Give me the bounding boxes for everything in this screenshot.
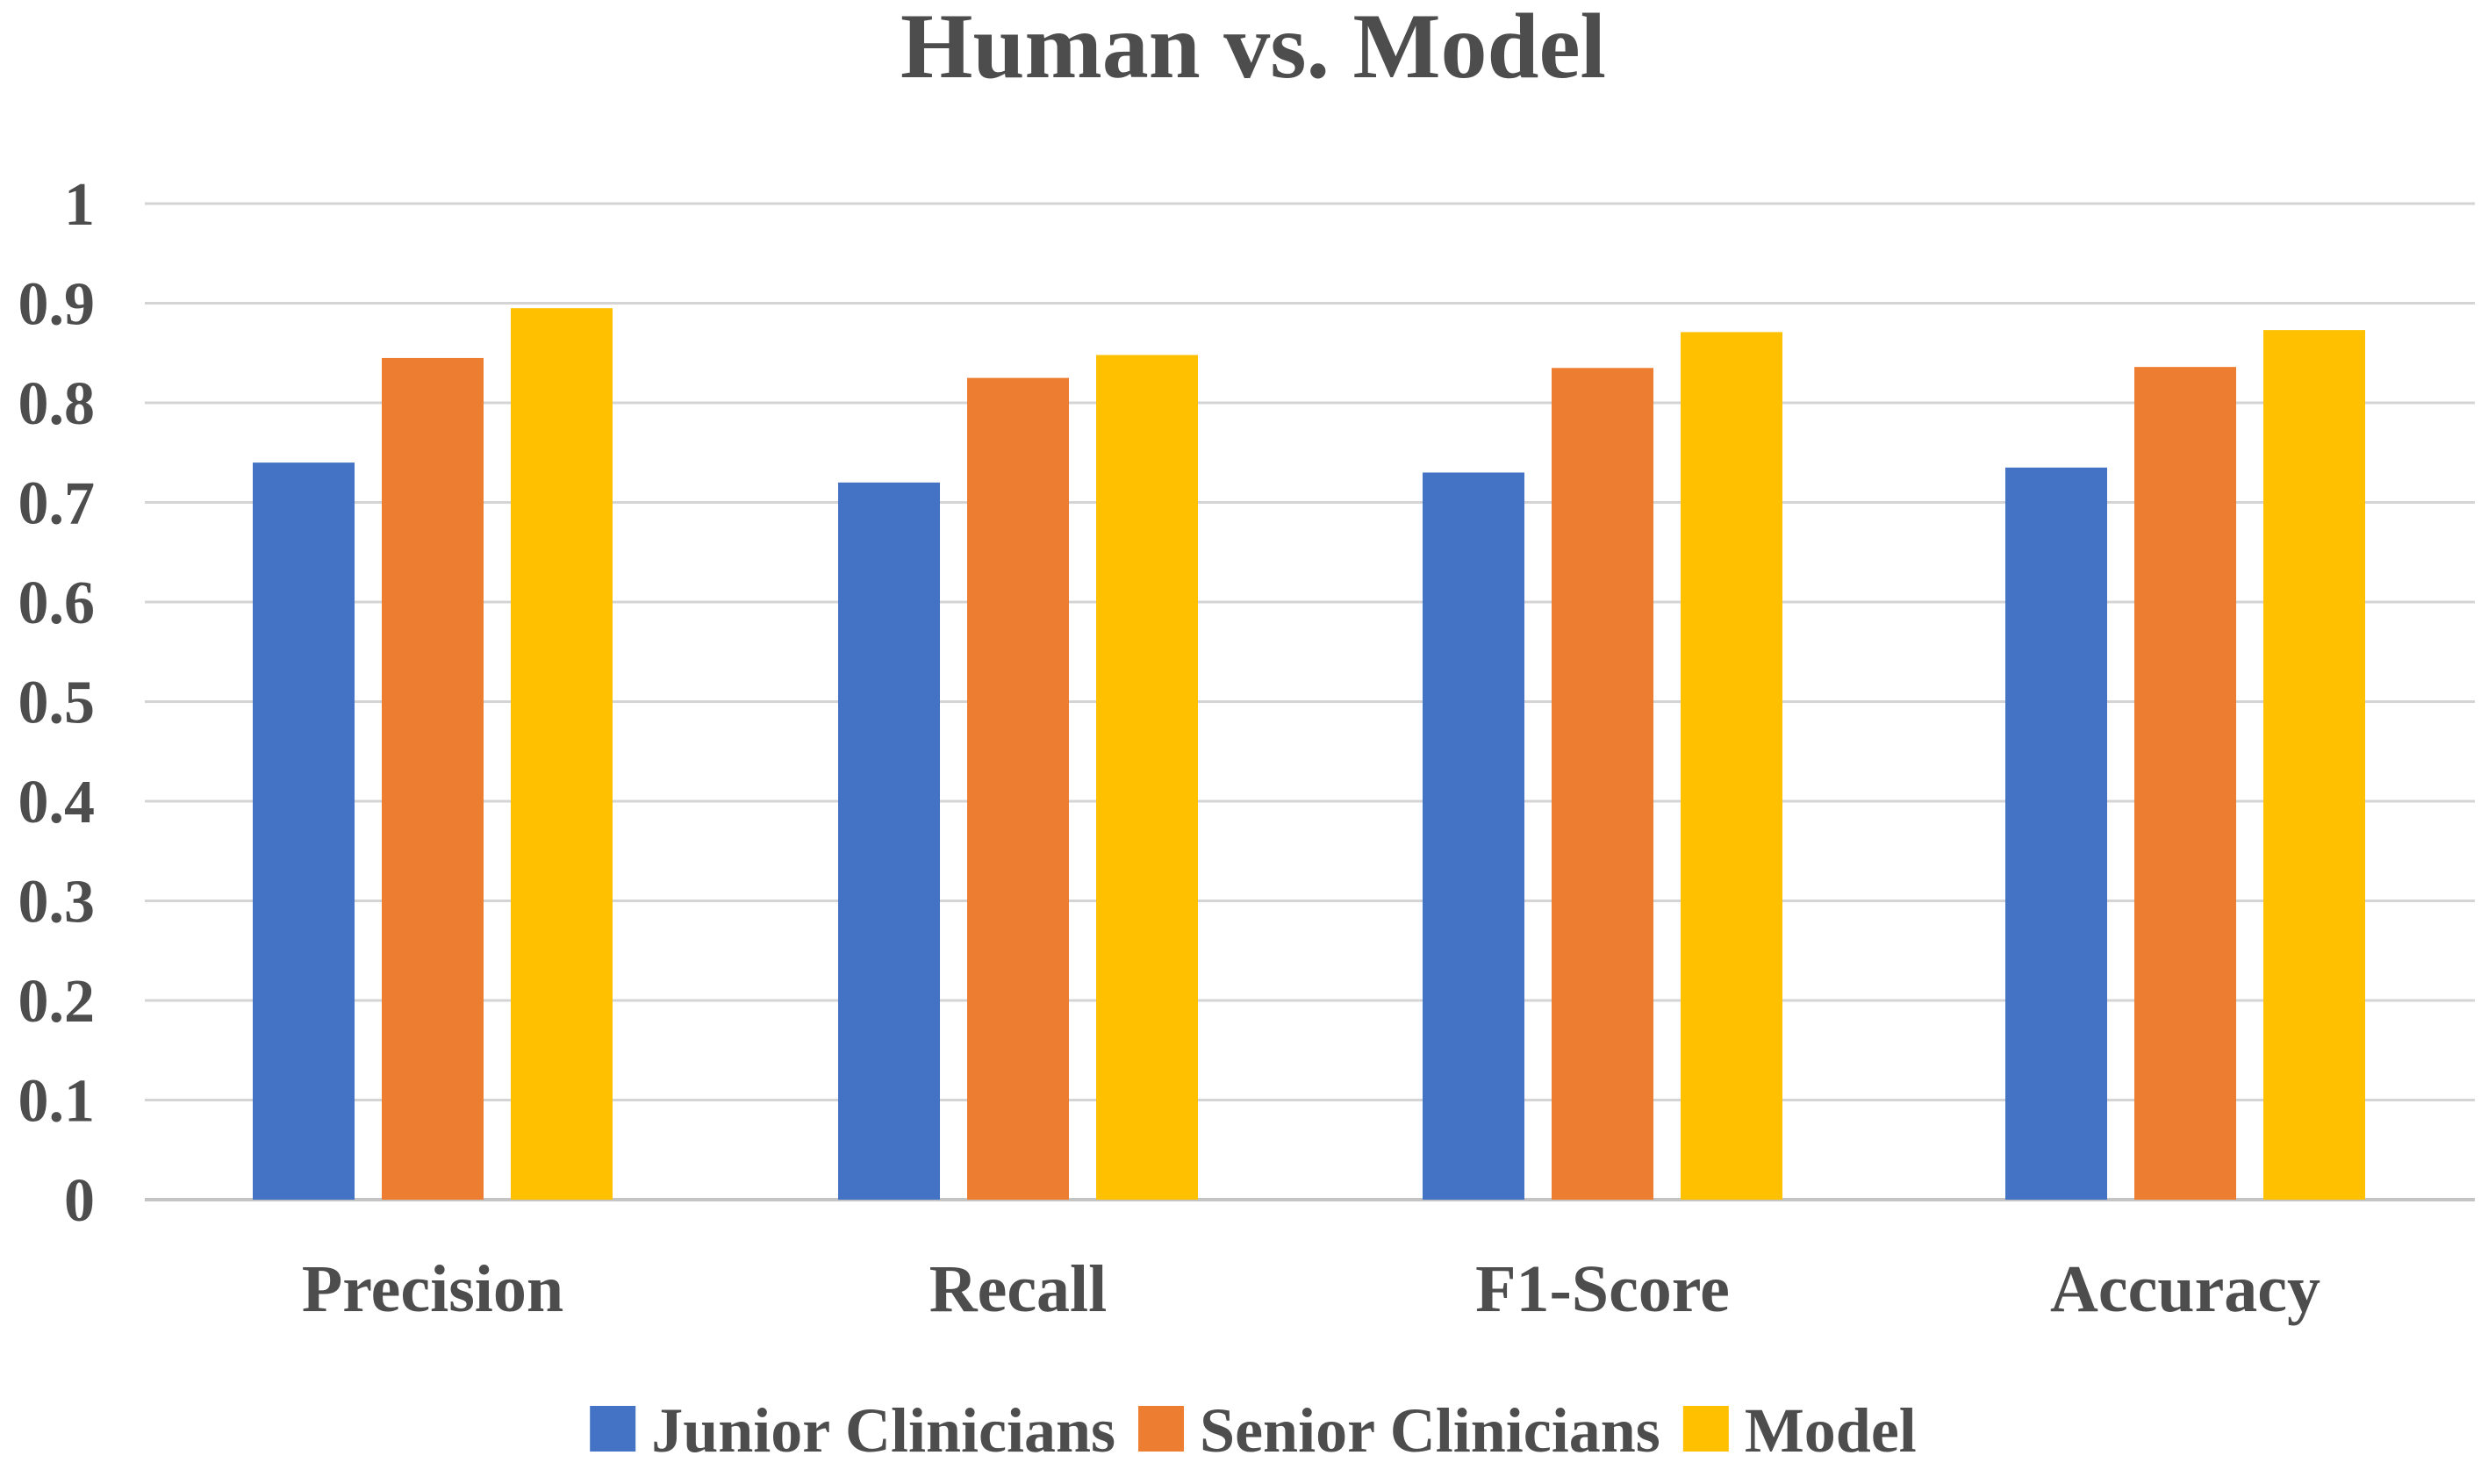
bar-accuracy-model <box>2263 330 2365 1200</box>
bar-accuracy-junior-clinicians <box>2005 467 2107 1200</box>
legend-label: Junior Clinicians <box>651 1395 1115 1466</box>
y-tick-label: 0.4 <box>18 769 96 836</box>
legend-swatch <box>590 1406 636 1452</box>
bar-precision-model <box>511 308 613 1200</box>
bar-recall-model <box>1096 355 1198 1200</box>
x-axis-categories: Precision Recall F1-Score Accuracy <box>302 1252 2320 1326</box>
bar-recall-junior-clinicians <box>838 482 940 1200</box>
x-category-label: Recall <box>929 1252 1108 1326</box>
bar-precision-senior-clinicians <box>382 357 484 1200</box>
bar-f1-score-junior-clinicians <box>1423 472 1524 1200</box>
bar-accuracy-senior-clinicians <box>2134 367 2236 1200</box>
y-tick-label: 0.2 <box>18 968 96 1036</box>
bar-f1-score-model <box>1681 332 1782 1200</box>
legend-item: Senior Clinicians <box>1138 1395 1660 1466</box>
bar-f1-score-senior-clinicians <box>1552 368 1653 1200</box>
legend: Junior Clinicians Senior Clinicians Model <box>590 1395 1917 1466</box>
legend-swatch <box>1138 1406 1185 1452</box>
y-tick-label: 0.6 <box>18 570 96 637</box>
legend-label: Model <box>1745 1395 1917 1466</box>
x-category-label: Precision <box>302 1252 563 1326</box>
y-tick-label: 0.5 <box>18 670 96 737</box>
legend-label: Senior Clinicians <box>1200 1395 1660 1466</box>
bars <box>253 308 2365 1200</box>
gridlines <box>145 202 2475 1201</box>
y-tick-label: 0.1 <box>18 1068 96 1136</box>
bar-precision-junior-clinicians <box>253 462 355 1200</box>
y-tick-label: 0.7 <box>18 470 96 538</box>
legend-item: Junior Clinicians <box>590 1395 1115 1466</box>
y-tick-label: 0.8 <box>18 370 96 438</box>
legend-swatch <box>1682 1406 1729 1452</box>
bar-recall-senior-clinicians <box>967 377 1069 1200</box>
chart-title: Human vs. Model <box>900 0 1606 97</box>
y-tick-label: 0.3 <box>18 869 96 936</box>
y-axis-ticks: 0 0.1 0.2 0.3 0.4 0.5 0.6 0.7 0.8 0.9 1 <box>18 171 96 1235</box>
x-category-label: Accuracy <box>2050 1252 2320 1326</box>
x-category-label: F1-Score <box>1475 1252 1730 1326</box>
y-tick-label: 1 <box>64 171 95 239</box>
y-tick-label: 0.9 <box>18 271 96 339</box>
y-tick-label: 0 <box>64 1167 95 1235</box>
legend-item: Model <box>1682 1395 1917 1466</box>
